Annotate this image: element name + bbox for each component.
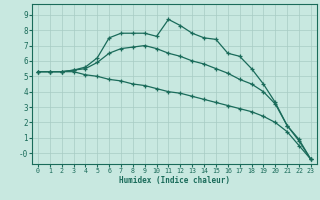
X-axis label: Humidex (Indice chaleur): Humidex (Indice chaleur) [119, 176, 230, 185]
